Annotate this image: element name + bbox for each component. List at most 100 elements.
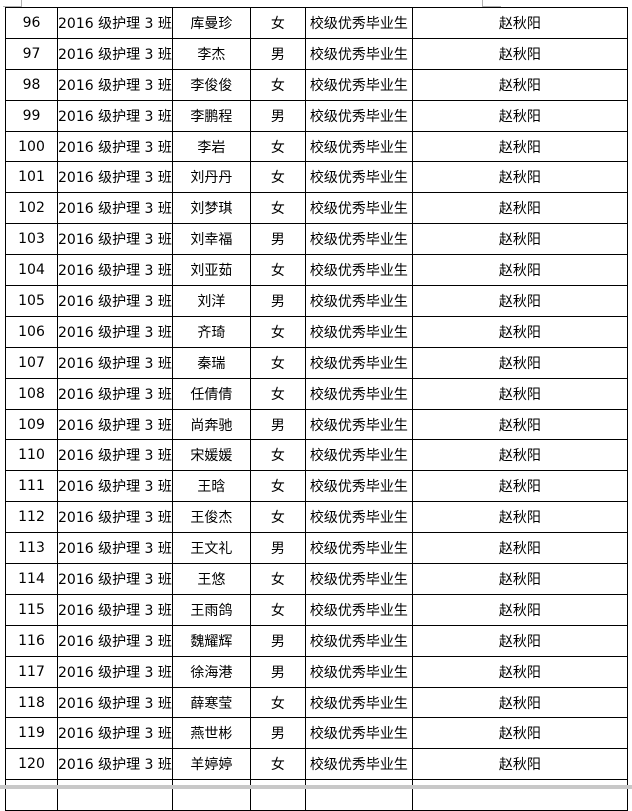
page-bottom-edge <box>0 785 632 789</box>
student-name-cell: 任倩倩 <box>171 377 251 410</box>
teacher-cell: 赵秋阳 <box>411 377 628 410</box>
award-cell: 校级优秀毕业生 <box>304 192 413 225</box>
row-number-cell: 113 <box>5 532 58 565</box>
row-number-cell: 120 <box>5 748 58 781</box>
teacher-cell: 赵秋阳 <box>411 161 628 194</box>
table-row: 118 2016 级护理 3 班薛寒莹女校级优秀毕业生 赵秋阳 <box>5 686 628 719</box>
table-row: 111 2016 级护理 3 班王晗女校级优秀毕业生 赵秋阳 <box>5 470 628 503</box>
teacher-cell: 赵秋阳 <box>411 470 628 503</box>
student-name-cell: 薛寒莹 <box>171 686 251 719</box>
teacher-cell: 赵秋阳 <box>411 408 628 441</box>
table-row: 102 2016 级护理 3 班刘梦琪女校级优秀毕业生 赵秋阳 <box>5 192 628 225</box>
gender-cell: 女 <box>249 346 306 379</box>
award-cell: 校级优秀毕业生 <box>304 161 413 194</box>
class-name-cell: 2016 级护理 3 班 <box>57 254 173 287</box>
teacher-cell: 赵秋阳 <box>411 717 628 750</box>
page-corner-mark-right <box>482 0 501 7</box>
row-number-cell: 104 <box>5 254 58 287</box>
table-row: 100 2016 级护理 3 班李岩女校级优秀毕业生 赵秋阳 <box>5 130 628 163</box>
student-name-cell: 徐海港 <box>171 655 251 688</box>
table-row: 101 2016 级护理 3 班刘丹丹女校级优秀毕业生 赵秋阳 <box>5 161 628 194</box>
award-cell: 校级优秀毕业生 <box>304 470 413 503</box>
gender-cell: 女 <box>249 315 306 348</box>
gender-cell: 女 <box>249 501 306 534</box>
table-row: 98 2016 级护理 3 班李俊俊女校级优秀毕业生 赵秋阳 <box>5 68 628 101</box>
award-cell: 校级优秀毕业生 <box>304 130 413 163</box>
award-cell: 校级优秀毕业生 <box>304 593 413 626</box>
gender-cell: 男 <box>249 37 306 70</box>
gender-cell: 女 <box>249 563 306 595</box>
teacher-cell: 赵秋阳 <box>411 346 628 379</box>
teacher-cell: 赵秋阳 <box>411 439 628 472</box>
award-cell: 校级优秀毕业生 <box>304 748 413 781</box>
class-name-cell: 2016 级护理 3 班 <box>57 192 173 225</box>
teacher-cell: 赵秋阳 <box>411 37 628 70</box>
student-name-cell: 王雨鸽 <box>171 593 251 626</box>
table-row: 96 2016 级护理 3 班库曼珍女校级优秀毕业生 赵秋阳 <box>5 7 628 39</box>
class-name-cell: 2016 级护理 3 班 <box>57 99 173 132</box>
class-name-cell: 2016 级护理 3 班 <box>57 223 173 256</box>
award-cell: 校级优秀毕业生 <box>304 717 413 750</box>
class-name-cell: 2016 级护理 3 班 <box>57 686 173 719</box>
class-name-cell: 2016 级护理 3 班 <box>57 37 173 70</box>
gender-cell: 男 <box>249 655 306 688</box>
table-row: 104 2016 级护理 3 班刘亚茹女校级优秀毕业生 赵秋阳 <box>5 254 628 287</box>
student-name-cell: 王晗 <box>171 470 251 503</box>
gender-cell: 女 <box>249 130 306 163</box>
table-row: 110 2016 级护理 3 班宋媛媛女校级优秀毕业生 赵秋阳 <box>5 439 628 472</box>
student-name-cell: 尚奔驰 <box>171 408 251 441</box>
student-name-cell: 魏耀辉 <box>171 624 251 657</box>
gender-cell: 男 <box>249 408 306 441</box>
class-name-cell: 2016 级护理 3 班 <box>57 593 173 626</box>
class-name-cell: 2016 级护理 3 班 <box>57 161 173 194</box>
table-row: 107 2016 级护理 3 班秦瑞女校级优秀毕业生 赵秋阳 <box>5 346 628 379</box>
class-name-cell: 2016 级护理 3 班 <box>57 7 173 39</box>
table-row: 114 2016 级护理 3 班王悠女校级优秀毕业生 赵秋阳 <box>5 563 628 595</box>
row-number-cell: 108 <box>5 377 58 410</box>
award-cell: 校级优秀毕业生 <box>304 285 413 317</box>
teacher-cell: 赵秋阳 <box>411 624 628 657</box>
award-cell: 校级优秀毕业生 <box>304 315 413 348</box>
class-name-cell: 2016 级护理 3 班 <box>57 130 173 163</box>
student-name-cell: 李俊俊 <box>171 68 251 101</box>
student-name-cell: 刘洋 <box>171 285 251 317</box>
class-name-cell: 2016 级护理 3 班 <box>57 563 173 595</box>
award-cell: 校级优秀毕业生 <box>304 223 413 256</box>
student-name-cell: 齐琦 <box>171 315 251 348</box>
row-number-cell: 100 <box>5 130 58 163</box>
row-number-cell: 109 <box>5 408 58 441</box>
graduates-table: 96 2016 级护理 3 班库曼珍女校级优秀毕业生 赵秋阳 97 2016 级护理 3… <box>5 7 628 811</box>
row-number-cell: 117 <box>5 655 58 688</box>
class-name-cell: 2016 级护理 3 班 <box>57 377 173 410</box>
teacher-cell: 赵秋阳 <box>411 532 628 565</box>
class-name-cell: 2016 级护理 3 班 <box>57 408 173 441</box>
gender-cell: 女 <box>249 686 306 719</box>
student-name-cell: 刘梦琪 <box>171 192 251 225</box>
teacher-cell: 赵秋阳 <box>411 285 628 317</box>
table-row: 112 2016 级护理 3 班王俊杰女校级优秀毕业生 赵秋阳 <box>5 501 628 534</box>
table-row: 97 2016 级护理 3 班李杰男校级优秀毕业生 赵秋阳 <box>5 37 628 70</box>
table-row: 116 2016 级护理 3 班魏耀辉男校级优秀毕业生 赵秋阳 <box>5 624 628 657</box>
gender-cell: 女 <box>249 7 306 39</box>
class-name-cell: 2016 级护理 3 班 <box>57 439 173 472</box>
teacher-cell: 赵秋阳 <box>411 223 628 256</box>
row-number-cell: 110 <box>5 439 58 472</box>
student-name-cell: 李鹏程 <box>171 99 251 132</box>
row-number-cell: 102 <box>5 192 58 225</box>
row-number-cell: 115 <box>5 593 58 626</box>
class-name-cell: 2016 级护理 3 班 <box>57 501 173 534</box>
class-name-cell: 2016 级护理 3 班 <box>57 68 173 101</box>
gender-cell: 女 <box>249 254 306 287</box>
teacher-cell: 赵秋阳 <box>411 686 628 719</box>
award-cell: 校级优秀毕业生 <box>304 37 413 70</box>
gender-cell: 男 <box>249 532 306 565</box>
award-cell: 校级优秀毕业生 <box>304 346 413 379</box>
award-cell: 校级优秀毕业生 <box>304 254 413 287</box>
teacher-cell: 赵秋阳 <box>411 593 628 626</box>
award-cell: 校级优秀毕业生 <box>304 563 413 595</box>
table-row: 117 2016 级护理 3 班徐海港男校级优秀毕业生 赵秋阳 <box>5 655 628 688</box>
award-cell: 校级优秀毕业生 <box>304 408 413 441</box>
row-number-cell: 99 <box>5 99 58 132</box>
student-name-cell: 李岩 <box>171 130 251 163</box>
gender-cell: 女 <box>249 439 306 472</box>
